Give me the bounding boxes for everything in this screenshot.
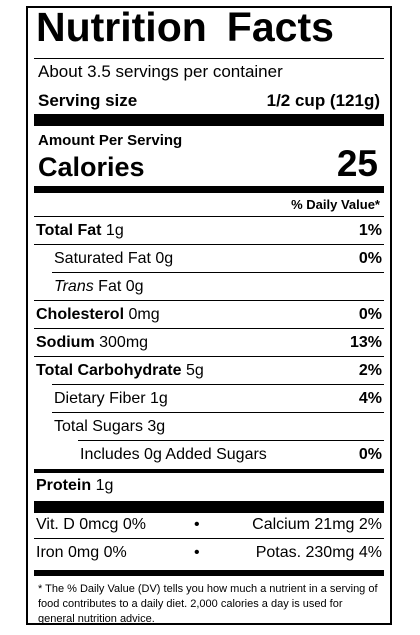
nutrient-name: Total Carbohydrate — [36, 362, 182, 379]
nutrient-row-total-sugars: Total Sugars 3g — [34, 413, 384, 441]
nutrient-row-sodium: Sodium 300mg 13% — [34, 329, 384, 357]
nutrient-name: Total Fat — [36, 222, 102, 239]
dv-divider — [34, 216, 384, 217]
label-title: Nutrition Facts — [36, 4, 334, 51]
nutrient-name: Dietary Fiber 1g — [54, 390, 168, 407]
nutrient-dv: 0% — [358, 446, 382, 463]
nutrient-name: Total Sugars 3g — [54, 418, 166, 435]
bullet-separator: • — [194, 544, 200, 561]
potassium: Potas. 230mg 4% — [255, 544, 382, 561]
serving-size-label: Serving size — [38, 91, 138, 110]
nutrient-row-protein: Protein 1g — [34, 472, 384, 500]
thin-bar-protein — [34, 469, 384, 473]
nutrient-dv: 4% — [358, 390, 382, 407]
nutrient-dv: 2% — [358, 362, 382, 379]
servings-per-container: About 3.5 servings per container — [38, 62, 283, 81]
vitamin-divider — [34, 538, 384, 539]
nutrient-dv: 0% — [358, 250, 382, 267]
daily-value-header: % Daily Value* — [291, 197, 380, 212]
iron: Iron 0mg 0% — [36, 544, 127, 561]
nutrient-row-total-fat: Total Fat 1g 1% — [34, 217, 384, 245]
nutrient-name: Fat 0g — [93, 278, 144, 295]
nutrient-amount: 1g — [101, 222, 124, 239]
title-word-nutrition: Nutrition — [36, 4, 207, 50]
medium-bar — [34, 186, 384, 193]
trans-italic: Trans — [54, 278, 94, 295]
thick-bar-top — [34, 114, 384, 126]
title-word-facts: Facts — [226, 4, 334, 50]
nutrient-row-trans-fat: Trans Fat 0g — [34, 273, 384, 301]
nutrient-name: Cholesterol — [36, 306, 125, 323]
nutrient-row-added-sugars: Includes 0g Added Sugars 0% — [34, 441, 384, 469]
nutrient-amount: 5g — [181, 362, 204, 379]
nutrient-dv: 1% — [358, 222, 382, 239]
footnote-bar — [34, 570, 384, 576]
nutrient-row-dietary-fiber: Dietary Fiber 1g 4% — [34, 385, 384, 413]
vitamin-d: Vit. D 0mcg 0% — [36, 516, 146, 533]
nutrient-name: Protein — [36, 477, 92, 494]
serving-size-value: 1/2 cup (121g) — [266, 91, 380, 110]
calories-value: 25 — [336, 143, 378, 184]
calcium: Calcium 21mg 2% — [252, 516, 382, 533]
footnote: * The % Daily Value (DV) tells you how m… — [38, 583, 378, 625]
thick-bar-bottom — [34, 501, 384, 513]
nutrient-row-saturated-fat: Saturated Fat 0g 0% — [34, 245, 384, 273]
nutrient-dv: 0% — [358, 306, 382, 323]
nutrient-dv: 13% — [349, 334, 382, 351]
nutrition-facts-label: Nutrition Facts About 3.5 servings per co… — [26, 4, 392, 625]
nutrient-name: Includes 0g Added Sugars — [80, 446, 267, 463]
nutrient-name: Sodium — [36, 334, 95, 351]
nutrient-name: Saturated Fat 0g — [54, 250, 174, 267]
bullet-separator: • — [194, 516, 200, 533]
calories-label: Calories — [38, 152, 145, 182]
nutrient-amount: 300mg — [94, 334, 149, 351]
nutrient-row-cholesterol: Cholesterol 0mg 0% — [34, 301, 384, 329]
nutrient-row-total-carbohydrate: Total Carbohydrate 5g 2% — [34, 357, 384, 385]
nutrient-amount: 1g — [91, 477, 114, 494]
amount-per-serving: Amount Per Serving — [38, 132, 183, 149]
title-divider — [34, 58, 384, 59]
nutrient-amount: 0mg — [124, 306, 160, 323]
